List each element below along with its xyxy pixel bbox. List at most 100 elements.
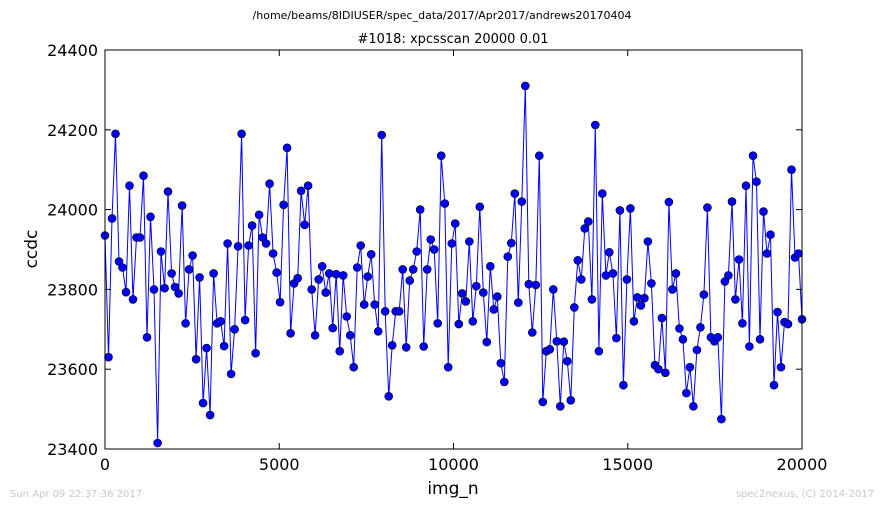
- x-tick-label: 0: [100, 455, 110, 474]
- data-point: [538, 397, 548, 407]
- data-point: [415, 205, 425, 214]
- data-point: [338, 271, 348, 280]
- x-tick-label: 10000: [428, 455, 479, 474]
- data-point: [447, 239, 457, 248]
- data-point: [475, 202, 485, 212]
- data-point: [752, 177, 761, 186]
- data-point: [489, 305, 499, 314]
- data-point: [755, 334, 765, 344]
- data-point: [398, 265, 408, 274]
- data-point: [534, 151, 544, 160]
- data-point: [230, 324, 239, 334]
- data-point: [419, 342, 429, 351]
- data-point: [485, 261, 495, 271]
- data-point: [636, 301, 646, 310]
- data-point: [177, 201, 187, 210]
- y-tick-label: 23600: [47, 360, 98, 379]
- data-point: [731, 295, 740, 304]
- data-point: [142, 332, 152, 342]
- data-point: [363, 272, 373, 281]
- y-tick-label: 24200: [47, 121, 98, 140]
- chart-title: #1018: xpcsscan 20000 0.01: [357, 32, 548, 47]
- data-point: [478, 288, 488, 297]
- data-point: [370, 300, 380, 309]
- y-tick-label: 23800: [47, 280, 98, 299]
- data-point: [612, 333, 621, 343]
- data-point: [615, 206, 625, 215]
- data-point: [661, 368, 670, 378]
- data-point: [244, 241, 253, 250]
- data-point: [251, 348, 260, 358]
- data-point: [738, 318, 747, 328]
- data-point: [181, 318, 190, 328]
- data-point: [209, 269, 218, 278]
- data-point: [436, 151, 446, 160]
- data-point: [300, 220, 310, 230]
- plot-frame: [104, 49, 803, 450]
- data-point: [517, 197, 527, 206]
- data-point: [156, 247, 166, 256]
- data-point: [377, 130, 387, 140]
- data-point: [335, 346, 345, 356]
- data-point: [237, 129, 246, 139]
- data-point: [191, 354, 201, 364]
- data-point: [293, 273, 303, 283]
- data-point: [471, 281, 481, 291]
- data-point: [188, 251, 197, 260]
- data-point: [664, 197, 674, 207]
- data-point: [783, 319, 793, 329]
- data-point: [233, 242, 243, 251]
- data-point: [167, 269, 176, 278]
- data-point: [741, 181, 751, 190]
- data-point: [216, 316, 225, 326]
- data-point: [205, 410, 215, 420]
- data-point: [412, 247, 422, 256]
- data-point: [429, 245, 439, 254]
- data-point: [352, 263, 362, 272]
- data-point: [265, 179, 274, 188]
- data-point: [405, 276, 415, 285]
- data-point: [734, 255, 744, 264]
- data-point: [240, 315, 250, 325]
- data-point: [699, 290, 709, 299]
- data-point: [457, 289, 467, 298]
- data-point: [671, 269, 681, 278]
- data-point: [307, 285, 317, 294]
- data-point: [111, 129, 120, 139]
- x-tick-label: 5000: [259, 455, 300, 474]
- data-point: [356, 241, 366, 250]
- data-point: [559, 337, 569, 347]
- data-point: [121, 287, 131, 297]
- data-point: [576, 275, 586, 284]
- data-point: [562, 356, 572, 366]
- data-point: [202, 343, 211, 353]
- data-point: [745, 342, 754, 351]
- data-point: [170, 282, 180, 292]
- data-point: [261, 239, 271, 248]
- data-point: [317, 261, 327, 271]
- data-point: [328, 323, 338, 333]
- data-point: [331, 269, 341, 279]
- data-point: [759, 207, 768, 216]
- data-point: [226, 369, 236, 379]
- data-point: [128, 295, 138, 304]
- y-tick-label: 24000: [47, 201, 98, 220]
- data-point: [776, 362, 786, 372]
- x-tick-label: 15000: [602, 455, 653, 474]
- data-point: [640, 293, 649, 303]
- data-point: [401, 342, 411, 352]
- data-point: [272, 268, 281, 277]
- data-point: [146, 212, 155, 222]
- data-point: [626, 204, 635, 213]
- data-point: [692, 345, 702, 355]
- data-point: [678, 334, 688, 344]
- data-point: [282, 143, 292, 153]
- data-point: [482, 337, 492, 347]
- y-axis-label: ccdc: [22, 230, 42, 269]
- data-point: [275, 297, 285, 307]
- data-point: [394, 306, 404, 316]
- data-point: [748, 151, 758, 160]
- data-point: [461, 297, 471, 306]
- data-point: [492, 292, 502, 301]
